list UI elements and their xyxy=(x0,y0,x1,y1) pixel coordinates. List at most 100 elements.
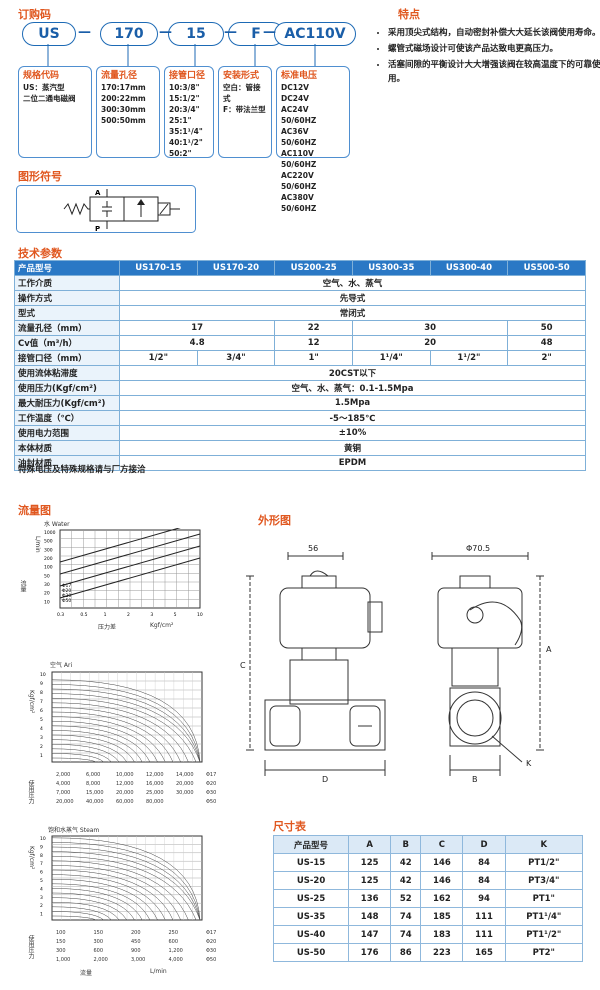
spec-cell: 17 xyxy=(118,320,276,336)
spec-row-label: 型式 xyxy=(14,305,120,321)
order-box-line: 20:3/4" xyxy=(169,105,200,114)
spec-row: 工作介质 空气、水、蒸气 xyxy=(14,275,586,291)
order-box-line: DC12V xyxy=(281,83,309,92)
spec-row-label: 接管口径（mm） xyxy=(14,350,120,366)
air-flow-value: 20,000 xyxy=(56,799,74,805)
water-xtick: 5 xyxy=(174,612,177,618)
spec-row: 使用电力范围 ±10% xyxy=(14,425,586,441)
dim-cell: 111 xyxy=(462,925,506,944)
spec-cell: 1¹/2" xyxy=(429,350,509,366)
water-xlabel: 压力差 xyxy=(98,624,117,631)
spec-row: 工作温度（℃） -5～185℃ xyxy=(14,410,586,426)
order-box-line: AC110V 50/60HZ xyxy=(281,149,317,169)
spec-cell: 4.8 xyxy=(118,335,276,351)
dim-row: US-50 176 86 223 165 PT2" xyxy=(272,943,584,962)
steam-ytick: 7 xyxy=(40,861,43,867)
air-curve xyxy=(51,748,112,763)
features-list: 采用顶尖式结构，自动密封补偿大大延长该阀使用寿命。螺管式磁场设计可使该产品达致电… xyxy=(372,26,600,88)
dim-k: K xyxy=(526,759,532,768)
water-xunit: Kgf/cm² xyxy=(150,622,174,629)
steam-flow-value: 100 xyxy=(56,930,66,936)
spec-row: 操作方式 先导式 xyxy=(14,290,586,306)
order-code-5: AC110V xyxy=(274,22,356,46)
water-curve xyxy=(59,528,181,563)
water-ytick: 10 xyxy=(44,599,50,605)
spec-cell: 3/4" xyxy=(196,350,276,366)
steam-curve xyxy=(51,897,128,921)
steam-flow-value: 250 xyxy=(168,930,179,936)
air-curve xyxy=(51,734,135,763)
order-box-line: DC24V xyxy=(281,94,309,103)
air-curve xyxy=(51,725,151,763)
dim-d: D xyxy=(322,775,328,784)
dims-title: 尺寸表 xyxy=(273,820,306,833)
air-ytick: 9 xyxy=(40,681,43,687)
air-flow-value: 12,000 xyxy=(146,772,164,778)
order-box-line: AC220V 50/60HZ xyxy=(281,171,317,191)
air-ytick: 7 xyxy=(40,699,43,705)
air-flow-value: 6,000 xyxy=(86,772,101,778)
dim-row: US-40 147 74 183 111 PT1¹/2" xyxy=(272,925,584,944)
order-dash-3: — xyxy=(224,25,237,40)
dim-cell: 42 xyxy=(390,853,422,872)
dim-row: US-35 148 74 185 111 PT1¹/4" xyxy=(272,907,584,926)
air-ytick: 3 xyxy=(40,735,43,741)
air-curve xyxy=(51,684,201,763)
spec-cell: 先导式 xyxy=(119,290,586,306)
steam-flow-value: 150 xyxy=(56,939,66,945)
order-box-line: 170:17mm xyxy=(101,83,146,92)
dim-cell: 223 xyxy=(420,943,464,962)
water-xtick: 0.5 xyxy=(80,612,87,618)
spec-title: 技术参数 xyxy=(18,247,62,260)
water-xtick: 3 xyxy=(150,612,153,618)
air-ytick: 10 xyxy=(40,672,46,678)
steam-curve xyxy=(51,855,197,921)
steam-curve xyxy=(51,851,201,921)
steam-flow-value: 2,000 xyxy=(93,957,108,963)
spec-cell: 黄铜 xyxy=(119,440,586,456)
spec-row-label: 工作介质 xyxy=(14,275,120,291)
order-box-line: 500:50mm xyxy=(101,116,146,125)
spec-cell: 20CST以下 xyxy=(119,365,586,381)
air-chart-title: 空气 Ari xyxy=(50,662,73,669)
water-curve-label: Φ17 xyxy=(62,583,71,589)
steam-curve xyxy=(51,874,166,921)
dim-cell: 125 xyxy=(348,853,392,872)
air-flow-value: 30,000 xyxy=(176,790,194,796)
water-curve-label: Φ50 xyxy=(62,598,71,604)
water-side-label: 流量 xyxy=(19,580,26,592)
spec-row-label: 最大耐压力(Kgf/cm²) xyxy=(14,395,120,411)
valve-symbol: A P xyxy=(16,185,196,233)
water-curve xyxy=(59,533,201,575)
spec-row-label: 油封材质 xyxy=(14,455,120,471)
dim-cell: US-35 xyxy=(272,907,350,926)
order-box-line: F：带法兰型 xyxy=(223,105,266,114)
steam-curve xyxy=(51,906,112,921)
outline-drawing: 56 Φ70.5 C D A B K xyxy=(240,544,552,784)
water-xtick: 2 xyxy=(127,612,130,618)
dim-header-cell: K xyxy=(504,835,584,854)
air-flow-value: 8,000 xyxy=(86,781,101,787)
order-box-line: 25:1" xyxy=(169,116,192,125)
order-box-line: 50:2" xyxy=(169,149,192,158)
dim-b: B xyxy=(472,775,478,784)
air-ytick: 2 xyxy=(40,744,43,750)
steam-flow-value: 1,000 xyxy=(56,957,71,963)
features-title: 特点 xyxy=(398,8,420,21)
steam-flow-value: 1,200 xyxy=(168,948,183,954)
dim-cell: US-25 xyxy=(272,889,350,908)
air-flow-value: 20,000 xyxy=(116,790,134,796)
spec-row: Cv值（m³/h） 4.8 12 20 48 xyxy=(14,335,586,351)
order-box-5: 标准电压 DC12V DC24V AC24V 50/60HZ AC36V 50/60HZ… xyxy=(276,66,350,213)
dim-cell: 162 xyxy=(420,889,464,908)
air-flow-value: 80,000 xyxy=(146,799,164,805)
spec-row-label: 使用电力范围 xyxy=(14,425,120,441)
spec-row: 接管口径（mm） 1/2" 3/4" 1" 1¹/4" 1¹/2" 2" xyxy=(14,350,586,366)
order-box-line: AC24V 50/60HZ xyxy=(281,105,317,125)
air-ytick: 4 xyxy=(40,726,43,732)
order-box-title: 流量孔径 xyxy=(101,71,138,81)
air-curve xyxy=(51,720,158,763)
order-box-title: 规格代码 xyxy=(23,71,60,81)
spec-row-label: 操作方式 xyxy=(14,290,120,306)
air-flow-chart: 10 9 8 7 6 5 4 3 2 1 xyxy=(40,671,203,763)
